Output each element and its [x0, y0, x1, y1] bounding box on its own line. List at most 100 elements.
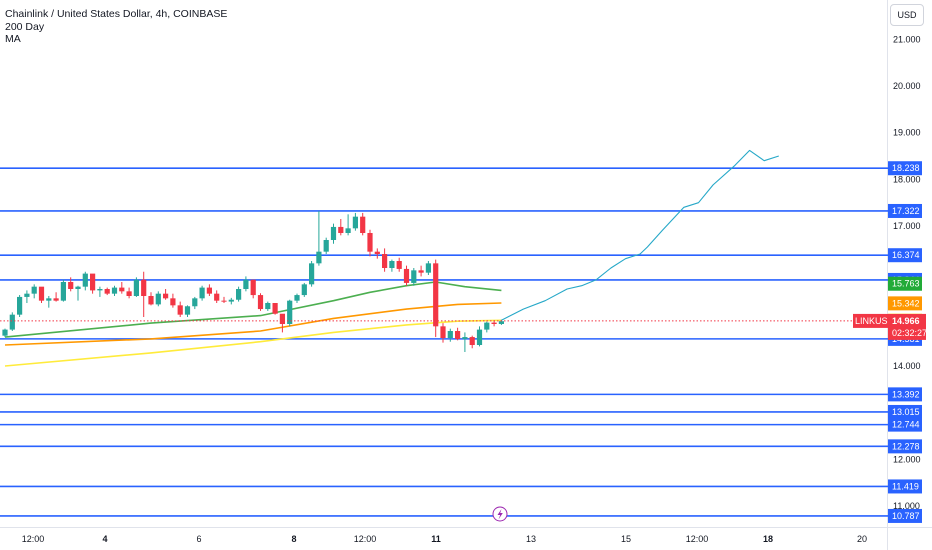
candle-body: [418, 270, 424, 273]
candle-body: [31, 286, 37, 294]
candle-body: [323, 240, 329, 252]
time-axis[interactable]: 12:00 4 6 8 12:00 11 13 15 12:00 18 20: [22, 534, 867, 544]
candle-body: [330, 226, 337, 240]
level-price-badge: [888, 417, 922, 432]
candle-body: [250, 279, 256, 296]
candle-body: [163, 293, 169, 299]
candle-body: [199, 287, 205, 299]
projection-line: [501, 149, 779, 321]
candles: [2, 211, 504, 352]
candle-body: [104, 289, 110, 294]
candle-body: [411, 270, 417, 283]
level-price-label: 18.238: [892, 163, 920, 173]
symbol-title: Chainlink / United States Dollar, 4h, CO…: [5, 8, 228, 20]
candle-body: [316, 251, 322, 264]
y-tick-label: 21.000: [893, 34, 921, 44]
candle-body: [177, 305, 183, 315]
candle-body: [90, 273, 96, 291]
level-price-badge: [888, 404, 922, 419]
moving-averages: [4, 281, 502, 367]
level-price-label: 13.392: [892, 389, 920, 399]
candle-body: [433, 263, 439, 327]
ma-value-badge: [888, 296, 922, 311]
countdown-label: 02:32:27: [892, 328, 927, 338]
ma-green-line: [4, 281, 502, 338]
level-price-badge: [888, 248, 922, 263]
candle-body: [60, 282, 66, 301]
x-tick-label: 13: [526, 534, 536, 544]
event-markers[interactable]: [492, 506, 508, 522]
ma-value-label: 15.763: [892, 279, 920, 289]
x-tick-label: 11: [431, 534, 441, 544]
x-tick-label: 20: [857, 534, 867, 544]
candle-body: [382, 254, 388, 268]
x-tick-label: 18: [763, 534, 773, 544]
candle-body: [425, 263, 431, 273]
candle-body: [367, 233, 373, 252]
ma-orange-line: [4, 302, 502, 346]
ma-value-badge: [888, 276, 922, 291]
candle-body: [498, 321, 504, 324]
candle-body: [148, 296, 154, 305]
candle-body: [301, 284, 307, 296]
candle-body: [257, 295, 264, 310]
candle-body: [287, 300, 293, 324]
candle-body: [97, 289, 103, 291]
candle-body: [9, 314, 15, 330]
candle-body: [309, 263, 315, 285]
candle-body: [17, 296, 23, 315]
candle-body: [294, 295, 300, 301]
x-tick-label: 4: [102, 534, 107, 544]
ma-value-label: 15.342: [892, 298, 920, 308]
x-tick-label: 6: [196, 534, 201, 544]
current-price-badge: [888, 313, 926, 340]
candle-body: [126, 291, 132, 296]
level-price-label: 17.322: [892, 206, 920, 216]
y-tick-label: 17.000: [893, 221, 921, 231]
candle-body: [345, 228, 351, 233]
price-axis[interactable]: 21.000 20.000 19.000 18.000 17.000 14.000 12.0…: [893, 34, 921, 511]
level-price-badge: [888, 387, 922, 402]
candle-body: [462, 337, 468, 339]
candle-body: [360, 216, 366, 233]
candle-body: [352, 216, 358, 229]
candle-body: [469, 337, 475, 345]
candle-body: [68, 282, 74, 289]
level-price-badge: [888, 161, 922, 176]
lightning-icon: [497, 509, 503, 520]
ma-legend-line-2: MA: [5, 33, 21, 45]
candle-body: [265, 303, 271, 310]
symbol-badge: [853, 313, 888, 328]
projection-path: [501, 149, 779, 321]
level-price-label: 12.744: [892, 420, 920, 430]
candle-body: [272, 303, 278, 314]
current-price-label: 14.966: [892, 316, 920, 326]
chart-legend: Chainlink / United States Dollar, 4h, CO…: [5, 8, 227, 46]
level-price-badge: [888, 508, 922, 523]
candle-body: [374, 251, 380, 254]
candle-body: [192, 298, 198, 307]
y-tick-label: 20.000: [893, 81, 921, 91]
x-tick-label: 8: [291, 534, 296, 544]
level-price-label: 12.278: [892, 441, 920, 451]
candle-body: [228, 299, 234, 302]
currency-button[interactable]: USD: [890, 4, 924, 26]
candle-body: [396, 261, 402, 269]
y-tick-label: 12.000: [893, 454, 921, 464]
ma-legend-line-1: 200 Day: [5, 20, 45, 33]
horizontal-levels[interactable]: [0, 167, 888, 517]
level-price-label: 11.419: [892, 481, 919, 491]
level-price-badge: [888, 439, 922, 454]
candle-body: [243, 279, 249, 289]
candle-body: [279, 313, 285, 324]
candle-body: [155, 293, 161, 305]
candle-body: [75, 286, 81, 289]
candle-body: [447, 331, 453, 338]
candle-body: [119, 287, 125, 292]
y-tick-label: 18.000: [893, 174, 921, 184]
candle-body: [455, 331, 461, 339]
candle-body: [206, 287, 212, 294]
x-tick-label: 15: [621, 534, 631, 544]
